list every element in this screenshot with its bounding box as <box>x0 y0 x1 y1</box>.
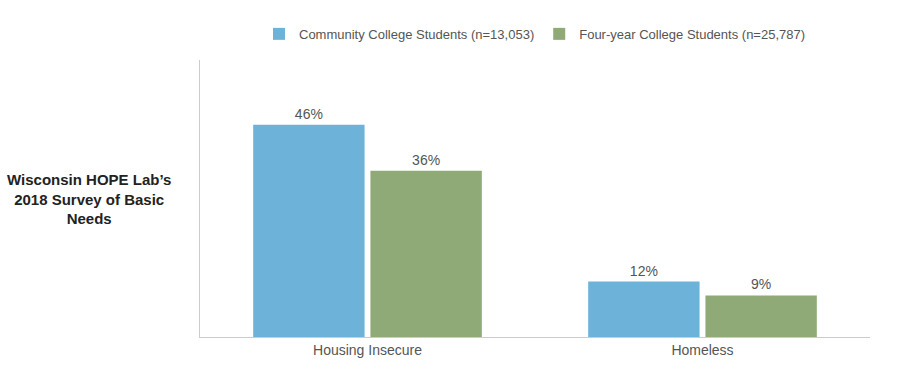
svg-text:Housing Insecure: Housing Insecure <box>313 342 422 358</box>
svg-text:Wisconsin HOPE Lab’s2018 Surve: Wisconsin HOPE Lab’s2018 Survey of Basic… <box>7 171 171 227</box>
svg-text:Community College Students (n=: Community College Students (n=13,053) <box>299 27 534 42</box>
svg-text:Homeless: Homeless <box>671 342 733 358</box>
svg-text:9%: 9% <box>751 276 771 292</box>
svg-text:46%: 46% <box>295 106 323 122</box>
svg-text:12%: 12% <box>630 263 658 279</box>
svg-text:Four-year College Students (n=: Four-year College Students (n=25,787) <box>579 27 805 42</box>
svg-text:36%: 36% <box>412 152 440 168</box>
